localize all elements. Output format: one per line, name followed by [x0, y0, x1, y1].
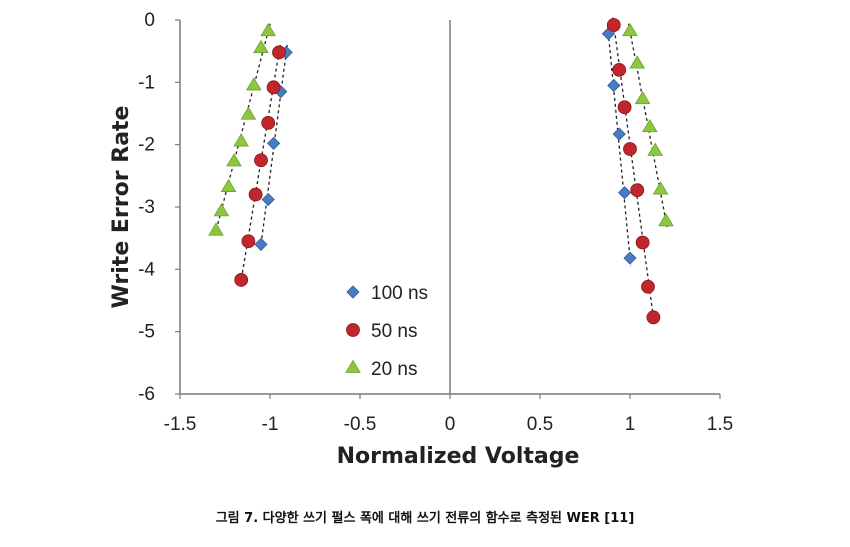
x-tick-label: 0	[445, 414, 456, 435]
data-point-50-ns	[248, 187, 263, 202]
legend-marker-50-ns	[346, 323, 360, 337]
data-point-50-ns	[630, 183, 645, 198]
x-tick-label: -1.5	[164, 414, 197, 435]
legend-marker-100-ns	[346, 285, 360, 299]
data-point-50-ns	[617, 100, 632, 115]
y-tick-label: 0	[144, 10, 155, 31]
x-tick-label: -1	[262, 414, 279, 435]
data-point-20-ns	[652, 181, 669, 195]
data-point-100-ns	[607, 78, 621, 93]
data-point-50-ns	[612, 62, 627, 77]
data-point-20-ns	[240, 106, 257, 120]
x-axis-title: Normalized Voltage	[337, 444, 580, 469]
data-point-20-ns	[647, 142, 664, 156]
y-tick-label: -6	[138, 384, 155, 405]
axes: 0 -1 -2 -3 -4 -5 -6 -1.5 -1 -0.5 0 0.5 1 1.5	[138, 10, 733, 435]
legend-marker-20-ns	[345, 359, 361, 373]
x-tick-label: -0.5	[344, 414, 377, 435]
data-point-20-ns	[213, 203, 230, 217]
data-point-50-ns	[266, 80, 281, 95]
data-point-20-ns	[260, 22, 277, 37]
trend-line-50-ns-positive	[612, 17, 656, 325]
x-tick-label: 1.5	[707, 414, 733, 435]
fit-lines	[213, 17, 669, 325]
data-point-20-ns	[233, 133, 250, 147]
legend-label-100-ns: 100 ns	[371, 283, 428, 304]
y-tick-label: -3	[138, 197, 155, 218]
chart: 0 -1 -2 -3 -4 -5 -6 -1.5 -1 -0.5 0 0.5 1 1.5 100 ns 50…	[109, 10, 733, 469]
data-point-20-ns	[622, 22, 638, 37]
data-point-50-ns	[234, 273, 249, 287]
data-point-20-ns	[253, 39, 269, 53]
legend-label-50-ns: 50 ns	[371, 321, 417, 342]
data-point-20-ns	[629, 55, 646, 69]
data-point-100-ns	[267, 136, 281, 150]
y-tick-label: -2	[138, 135, 155, 156]
data-point-50-ns	[254, 153, 268, 168]
data-point-20-ns	[220, 178, 237, 192]
legend: 100 ns 50 ns 20 ns	[345, 283, 428, 380]
data-point-20-ns	[226, 153, 242, 167]
data-point-20-ns	[634, 90, 651, 105]
data-point-100-ns	[618, 186, 632, 200]
data-point-50-ns	[241, 234, 256, 249]
y-tick-label: -1	[138, 72, 155, 93]
data-point-20-ns	[245, 77, 262, 91]
data-point-50-ns	[606, 18, 621, 32]
data-point-50-ns	[635, 235, 650, 250]
data-point-50-ns	[641, 279, 655, 294]
data-point-100-ns	[612, 127, 626, 141]
data-point-20-ns	[208, 222, 224, 236]
data-point-20-ns	[658, 213, 674, 227]
data-points	[208, 18, 674, 325]
data-point-100-ns	[623, 251, 637, 265]
data-point-50-ns	[646, 310, 661, 325]
data-point-50-ns	[272, 45, 286, 60]
data-point-20-ns	[641, 118, 658, 133]
data-point-50-ns	[261, 115, 276, 130]
trend-line-20-ns-negative	[213, 23, 271, 239]
y-tick-label: -5	[138, 322, 155, 343]
data-point-100-ns	[261, 192, 275, 207]
y-axis-title: Write Error Rate	[109, 106, 134, 309]
legend-label-20-ns: 20 ns	[371, 359, 417, 380]
trend-line-100-ns-positive	[607, 26, 632, 266]
data-point-50-ns	[623, 142, 637, 156]
figure-caption: 그림 7. 다양한 쓰기 펄스 폭에 대해 쓰기 전류의 함수로 측정된 WER…	[215, 511, 635, 526]
data-point-100-ns	[254, 237, 268, 251]
x-tick-label: 0.5	[527, 414, 553, 435]
y-tick-label: -4	[138, 259, 155, 280]
x-tick-label: 1	[625, 414, 636, 435]
